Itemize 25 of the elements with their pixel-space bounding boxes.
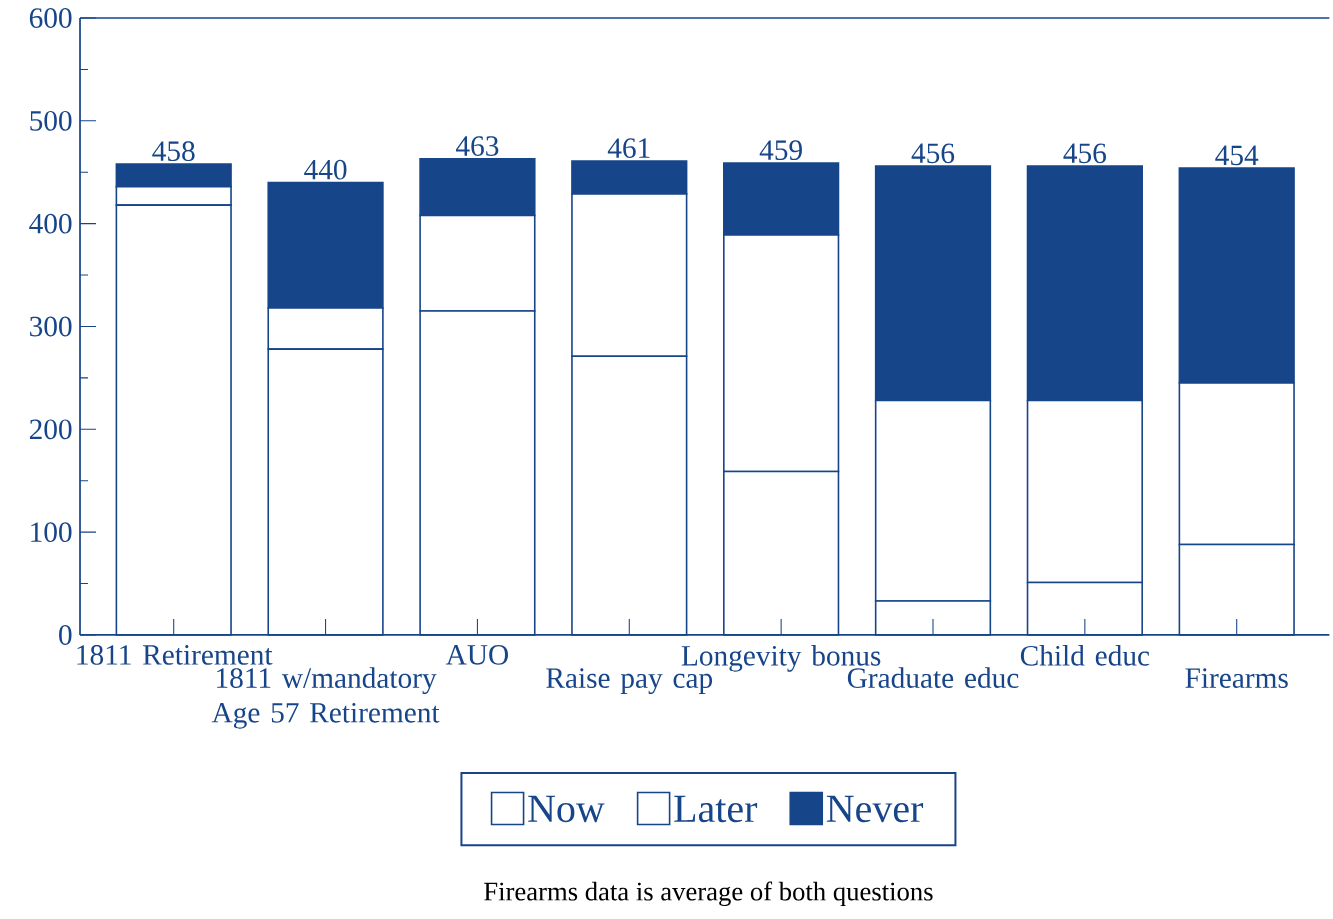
total-label: 463 [455,136,499,156]
y-tick-label: 300 [30,316,72,337]
y-tick-label: 200 [29,419,72,440]
legend-label: Never [826,795,924,823]
total-label: 456 [1063,143,1106,164]
y-tick-label: 400 [29,213,72,234]
total-label: 440 [304,159,347,180]
total-label: 456 [911,143,955,164]
x-tick-label: 1811 Retirement [77,645,273,665]
x-tick-label: AUO [445,645,508,665]
legend-label: Later [674,795,758,823]
total-label: 458 [152,141,195,162]
y-tick-label: 0 [59,625,72,645]
x-tick-label: Child educ [1020,645,1150,666]
total-label: 459 [759,140,802,161]
y-tick-label: 600 [29,8,72,28]
text: Firearms data is average of both questions [484,881,933,907]
legend-label: Now [528,795,605,823]
total-label: 461 [607,138,650,158]
x-tick-label: 1811 w/mandatory Age 57 Retirement [211,667,440,729]
y-tick-label: 100 [31,522,72,543]
x-tick-label: Firearms [1185,668,1288,688]
x-tick-label: Raise pay cap [546,668,713,695]
total-label: 454 [1215,145,1259,166]
y-tick-label: 500 [30,110,72,131]
